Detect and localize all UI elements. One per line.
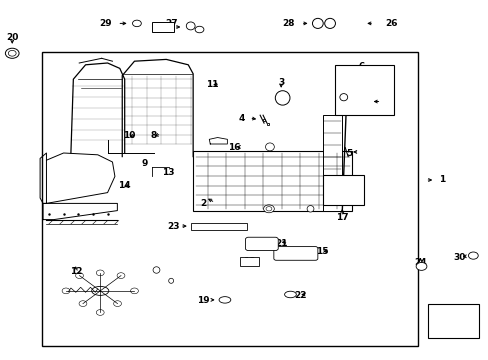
Bar bbox=[427, 304, 478, 338]
Ellipse shape bbox=[265, 143, 274, 151]
Text: 18: 18 bbox=[243, 256, 255, 265]
Text: 30: 30 bbox=[452, 253, 465, 262]
Text: 13: 13 bbox=[162, 168, 175, 177]
Text: 22: 22 bbox=[294, 291, 306, 300]
Text: 3: 3 bbox=[278, 78, 284, 87]
Bar bbox=[322, 115, 342, 211]
Bar bbox=[239, 257, 259, 266]
Ellipse shape bbox=[468, 252, 477, 259]
Ellipse shape bbox=[219, 297, 230, 303]
Bar bbox=[190, 223, 246, 230]
Ellipse shape bbox=[195, 26, 203, 33]
Text: 2: 2 bbox=[200, 199, 205, 208]
Ellipse shape bbox=[132, 20, 141, 27]
Ellipse shape bbox=[284, 291, 296, 298]
Text: 15: 15 bbox=[316, 248, 328, 256]
Ellipse shape bbox=[168, 278, 173, 283]
Ellipse shape bbox=[306, 206, 313, 212]
FancyBboxPatch shape bbox=[273, 247, 317, 260]
Bar bbox=[322, 175, 364, 205]
Text: 21: 21 bbox=[274, 238, 287, 248]
Text: 7: 7 bbox=[385, 100, 391, 109]
Text: 6: 6 bbox=[358, 62, 364, 71]
Ellipse shape bbox=[415, 262, 426, 270]
Bar bbox=[193, 151, 351, 211]
Ellipse shape bbox=[263, 205, 274, 213]
Text: 5: 5 bbox=[346, 149, 352, 158]
Text: 17: 17 bbox=[335, 213, 348, 222]
Ellipse shape bbox=[265, 207, 271, 211]
Text: 19: 19 bbox=[196, 296, 209, 305]
Bar bbox=[41, 52, 417, 346]
Text: 4: 4 bbox=[238, 114, 245, 123]
Text: 16: 16 bbox=[228, 143, 241, 152]
Ellipse shape bbox=[324, 18, 335, 28]
Text: 12: 12 bbox=[69, 267, 82, 276]
Ellipse shape bbox=[153, 267, 160, 273]
Ellipse shape bbox=[8, 50, 16, 56]
Text: 8: 8 bbox=[151, 130, 157, 139]
Text: 9: 9 bbox=[141, 159, 147, 168]
Ellipse shape bbox=[5, 48, 19, 58]
Bar bbox=[151, 22, 173, 32]
Text: 10: 10 bbox=[123, 130, 136, 139]
Text: 29: 29 bbox=[99, 19, 111, 28]
Text: 20: 20 bbox=[6, 33, 19, 42]
Text: 26: 26 bbox=[384, 19, 397, 28]
Bar bbox=[334, 65, 393, 115]
Ellipse shape bbox=[312, 18, 323, 28]
Text: 1: 1 bbox=[439, 175, 445, 184]
Ellipse shape bbox=[186, 22, 195, 30]
Text: 23: 23 bbox=[167, 222, 180, 231]
Text: 11: 11 bbox=[206, 80, 219, 89]
Ellipse shape bbox=[339, 94, 347, 101]
FancyBboxPatch shape bbox=[245, 237, 278, 251]
Text: 24: 24 bbox=[413, 258, 426, 267]
Text: 27: 27 bbox=[164, 19, 177, 28]
Text: 28: 28 bbox=[282, 19, 294, 28]
Ellipse shape bbox=[91, 287, 108, 295]
Text: 14: 14 bbox=[118, 181, 131, 190]
Ellipse shape bbox=[275, 91, 289, 105]
Text: 25: 25 bbox=[438, 325, 450, 334]
